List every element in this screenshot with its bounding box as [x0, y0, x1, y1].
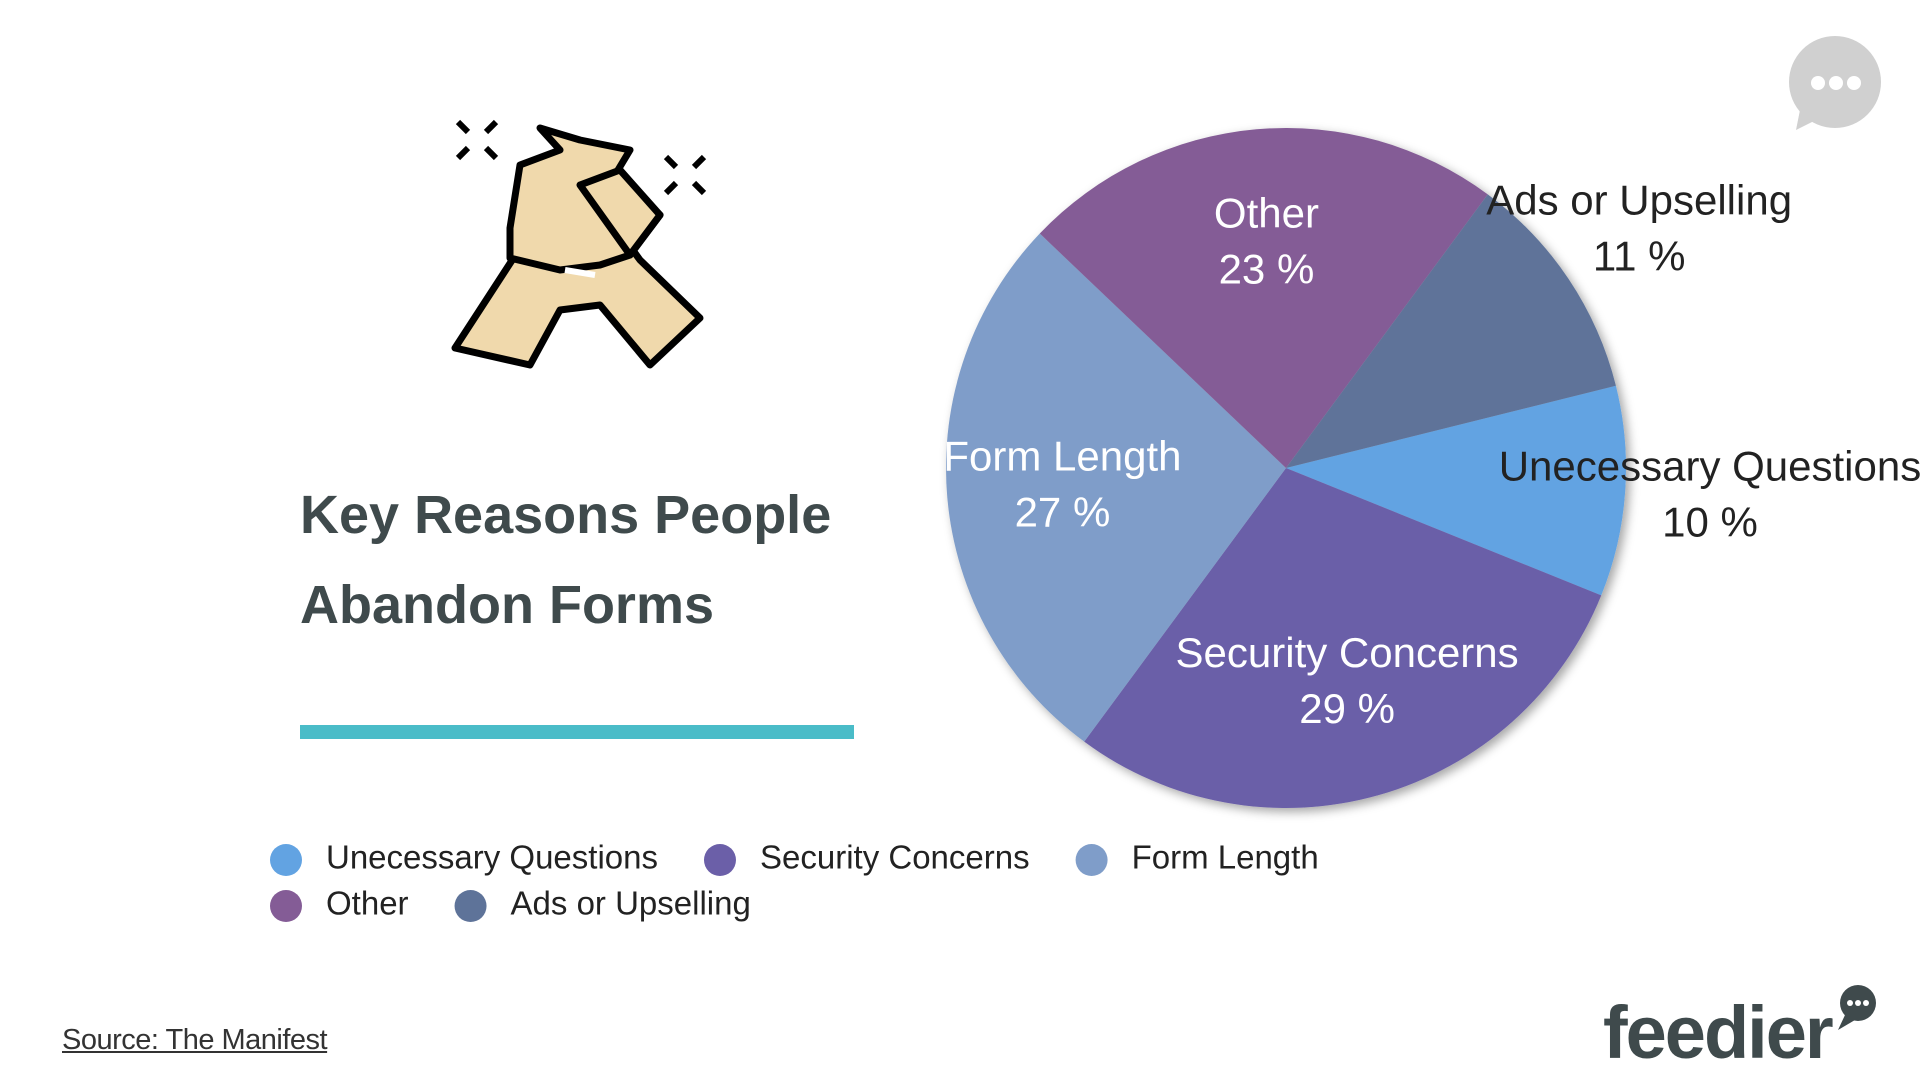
legend-label: Unecessary Questions: [326, 839, 658, 876]
handshake-icon: [451, 119, 707, 369]
slice-label: Other: [1214, 190, 1319, 237]
slice-value-label: 29 %: [1299, 685, 1395, 732]
slice-label: Form Length: [943, 433, 1181, 480]
legend-swatch: [1075, 844, 1108, 876]
legend-label: Security Concerns: [760, 839, 1030, 876]
pie-slice: [1286, 194, 1616, 468]
slice-value-label: 10 %: [1662, 499, 1758, 546]
pie-slice: [946, 233, 1286, 742]
slice-label: Ads or Upselling: [1486, 177, 1792, 224]
source: Source: The Manifest: [62, 1024, 328, 1056]
legend-label: Form Length: [1132, 839, 1319, 876]
chat-icon: [1789, 36, 1881, 130]
slice-value-label: 23 %: [1219, 246, 1315, 293]
slice-value-label: 11 %: [1593, 233, 1686, 280]
brand-bubble: [1838, 985, 1876, 1030]
title: Key Reasons People Abandon Forms: [300, 485, 832, 635]
pie: [946, 127, 1626, 809]
legend: Unecessary Questions Security Concerns For…: [270, 839, 1319, 922]
brand: feedier: [1603, 991, 1834, 1074]
legend-label: Ads or Upselling: [511, 885, 751, 922]
legend-label: Other: [326, 885, 409, 922]
slice-label: Security Concerns: [1176, 629, 1519, 676]
pie-labels: Unecessary Questions 10 % Security Concern…: [943, 177, 1920, 732]
legend-swatch: [270, 890, 302, 922]
slice-value-label: 27 %: [1015, 489, 1111, 536]
legend-swatch: [270, 844, 302, 876]
pie-slice: [1286, 385, 1626, 596]
pie-slice: [1084, 468, 1602, 809]
legend-swatch: [454, 890, 487, 922]
pie-slice: [1039, 127, 1488, 468]
slice-label: Unecessary Questions: [1499, 443, 1920, 490]
legend-swatch: [703, 844, 736, 876]
accent-bar: [300, 725, 854, 739]
